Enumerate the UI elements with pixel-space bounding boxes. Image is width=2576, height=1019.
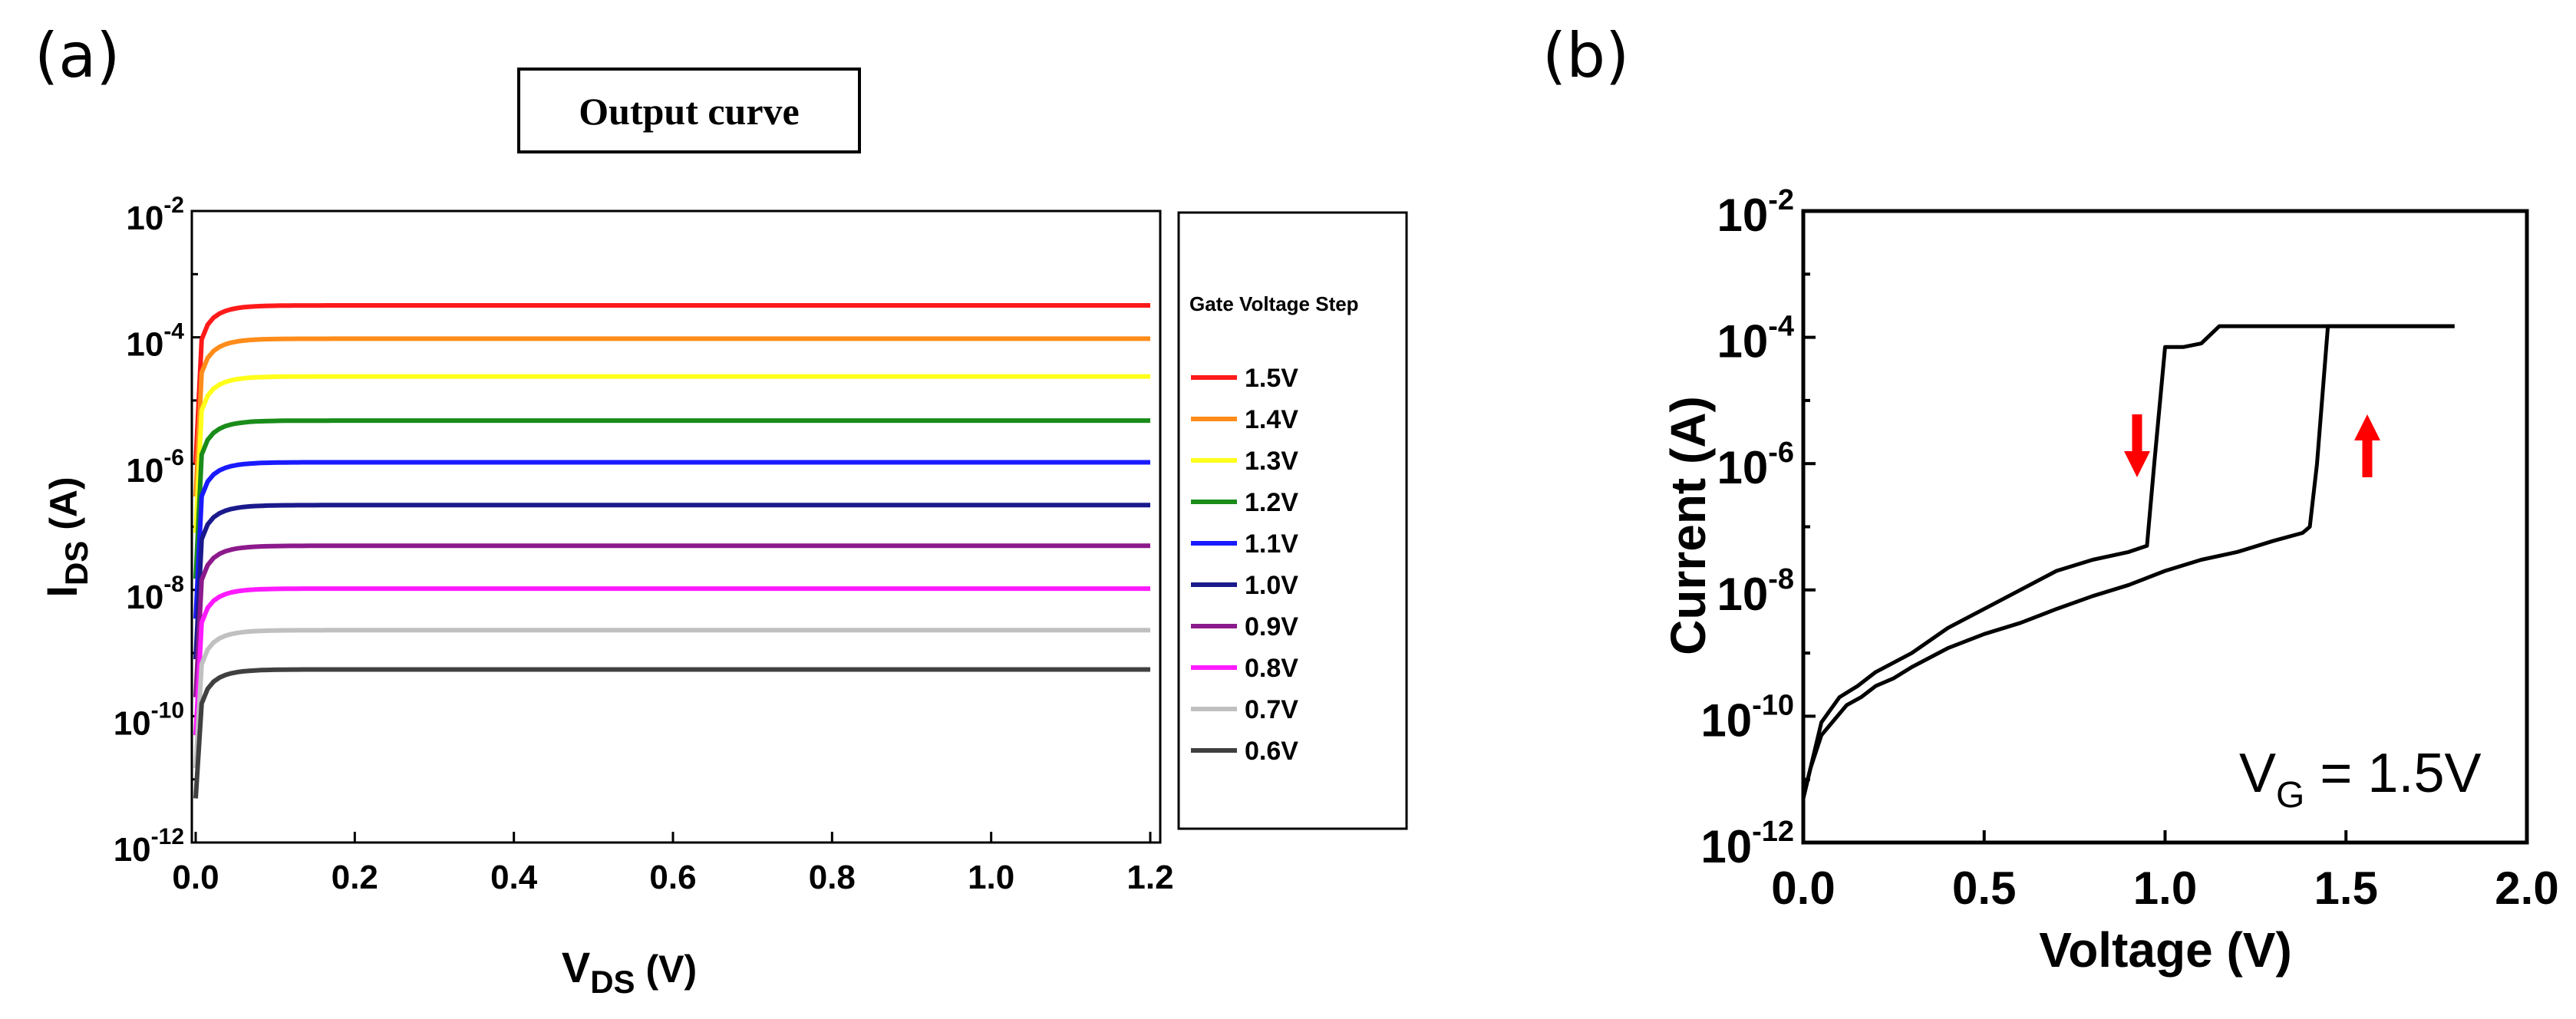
series-line (193, 460, 1150, 619)
chart-a-y-axis: 10-2 10-4 10-6 10-8 10-10 10-12 (114, 193, 203, 869)
chart-a-legend-title: Gate Voltage Step (1189, 292, 1359, 315)
y-tick-label: 10-12 (114, 824, 184, 869)
sweep-line (1801, 324, 2455, 800)
chart-b-series (1801, 324, 2455, 800)
chart-a-legend (1177, 211, 1408, 830)
chart-a-title-box (517, 68, 861, 153)
series-line (193, 667, 1150, 799)
x-tick-label: 0.0 (1771, 862, 1835, 914)
series-line (193, 503, 1150, 660)
x-tick-label: 0.0 (172, 859, 219, 896)
x-tick-label: 0.6 (649, 859, 696, 896)
legend-label: 0.9V (1245, 612, 1298, 641)
x-tick-label: 2.0 (2495, 862, 2558, 914)
x-tick-label: 0.8 (809, 859, 856, 896)
legend-label: 1.4V (1245, 405, 1298, 434)
y-tick-label: 10-2 (1717, 184, 1794, 241)
y-tick-label: 10-12 (1700, 816, 1794, 872)
chart-b: 0.0 0.5 1.0 1.5 2.0 10-210-410-610-810-1010-… (1661, 184, 2559, 978)
y-tick-label: 10-10 (1700, 689, 1794, 746)
series-line (193, 374, 1150, 533)
legend-label: 1.3V (1245, 447, 1298, 476)
panel-b-label: (b) (1542, 20, 1629, 91)
panel-a-label: (a) (35, 20, 120, 91)
chart-a-series (193, 303, 1150, 799)
legend-label: 1.5V (1245, 364, 1298, 393)
x-tick-label: 1.0 (968, 859, 1014, 896)
x-tick-label: 0.5 (1952, 862, 2016, 914)
up-arrow-icon (2354, 414, 2380, 477)
down-arrow-icon (2124, 414, 2150, 477)
series-line (193, 336, 1150, 497)
y-tick-label: 10-6 (126, 445, 184, 490)
chart-a-title: Output curve (579, 90, 800, 133)
legend-label: 0.8V (1245, 654, 1298, 683)
series-line (193, 303, 1150, 464)
x-tick-label: 1.5 (2314, 862, 2378, 914)
x-tick-label: 1.2 (1126, 859, 1173, 896)
series-line (193, 586, 1150, 736)
chart-b-annotation: VG = 1.5V (2239, 743, 2482, 816)
y-tick-label: 10-6 (1717, 437, 1794, 493)
x-tick-label: 0.2 (331, 859, 378, 896)
legend-label: 0.7V (1245, 695, 1298, 724)
chart-a-y-label: IDS (A) (38, 477, 94, 597)
chart-a-x-axis: 0.0 0.2 0.4 0.6 0.8 1.0 1.2 (172, 832, 1174, 896)
x-tick-label: 0.4 (490, 859, 538, 896)
legend-label: 1.1V (1245, 529, 1298, 559)
sweep-line (1801, 324, 2455, 800)
legend-label: 1.0V (1245, 571, 1298, 600)
series-line (193, 543, 1150, 697)
x-tick-label: 1.0 (2133, 862, 2197, 914)
chart-a-legend-items: 1.5V 1.4V 1.3V 1.2V 1.1V 1.0V 0.9V 0.8V 0.7V 0.6V (1191, 364, 1298, 766)
chart-b-y-axis: 10-2 10-4 10-6 10-8 10-10 10-12 (1700, 184, 1816, 872)
series-line (193, 628, 1150, 769)
chart-b-x-axis: 0.0 0.5 1.0 1.5 2.0 (1771, 830, 2559, 914)
y-tick-label: 10-8 (126, 572, 184, 616)
chart-a: Output curve 0.0 0.2 0.4 0.6 0.8 1.0 1.2 10-21… (38, 68, 1408, 1000)
y-tick-label: 10-2 (126, 193, 184, 237)
y-tick-label: 10-10 (114, 697, 184, 742)
chart-b-x-label: Voltage (V) (2039, 922, 2292, 978)
legend-label: 1.2V (1245, 488, 1298, 517)
y-tick-label: 10-8 (1717, 563, 1794, 620)
y-tick-label: 10-4 (1717, 311, 1794, 368)
chart-b-y-label: Current (A) (1661, 396, 1716, 655)
chart-a-x-label: VDS (V) (562, 943, 697, 1000)
y-tick-label: 10-4 (126, 319, 184, 364)
legend-label: 0.6V (1245, 737, 1298, 766)
series-line (193, 418, 1150, 579)
